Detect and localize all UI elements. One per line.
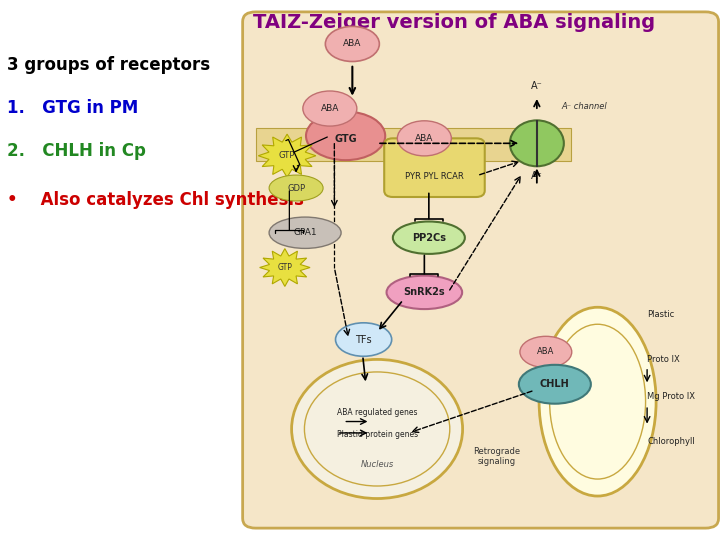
Text: TFs: TFs <box>355 335 372 345</box>
Text: CHLH: CHLH <box>540 379 570 389</box>
FancyBboxPatch shape <box>243 12 719 528</box>
Ellipse shape <box>510 120 564 166</box>
Text: A⁻ channel: A⁻ channel <box>562 102 608 111</box>
Text: A⁻: A⁻ <box>531 171 543 180</box>
Text: 3 groups of receptors: 3 groups of receptors <box>7 56 210 74</box>
Polygon shape <box>258 134 316 177</box>
Text: 2.   CHLH in Cp: 2. CHLH in Cp <box>7 142 146 160</box>
Ellipse shape <box>387 275 462 309</box>
Text: Plastid protein genes: Plastid protein genes <box>336 430 418 439</box>
Ellipse shape <box>539 307 656 496</box>
Text: GTP: GTP <box>279 151 295 160</box>
Text: Plastic: Plastic <box>647 310 675 319</box>
Text: ABA regulated genes: ABA regulated genes <box>337 408 418 417</box>
Text: Nucleus: Nucleus <box>361 460 394 469</box>
Ellipse shape <box>520 336 572 368</box>
Text: SnRK2s: SnRK2s <box>403 287 445 298</box>
Text: PYR PYL RCAR: PYR PYL RCAR <box>405 172 464 181</box>
Polygon shape <box>260 248 310 286</box>
Text: Chlorophyll: Chlorophyll <box>647 437 695 446</box>
Text: Retrograde
signaling: Retrograde signaling <box>473 447 520 466</box>
Ellipse shape <box>519 365 591 404</box>
Text: ABA: ABA <box>415 134 433 143</box>
Text: •    Also catalyzes Chl synthesis: • Also catalyzes Chl synthesis <box>7 191 304 209</box>
Text: GDP: GDP <box>287 184 305 193</box>
Text: TAIZ-Zeiger version of ABA signaling: TAIZ-Zeiger version of ABA signaling <box>253 14 654 32</box>
Text: GPA1: GPA1 <box>293 228 317 237</box>
Ellipse shape <box>306 112 385 160</box>
Ellipse shape <box>269 175 323 201</box>
Text: GTP: GTP <box>277 263 292 272</box>
Text: 1.   GTG in PM: 1. GTG in PM <box>7 99 138 117</box>
Ellipse shape <box>397 121 451 156</box>
Text: ABA: ABA <box>537 347 554 356</box>
Text: GTG: GTG <box>334 134 357 144</box>
Text: ABA: ABA <box>320 104 339 113</box>
Ellipse shape <box>336 323 392 356</box>
Text: PP2Cs: PP2Cs <box>412 233 446 242</box>
Ellipse shape <box>325 26 379 62</box>
Text: A⁻: A⁻ <box>531 81 543 91</box>
Ellipse shape <box>269 217 341 248</box>
Text: Proto IX: Proto IX <box>647 355 680 364</box>
Ellipse shape <box>303 91 357 126</box>
FancyBboxPatch shape <box>384 138 485 197</box>
Ellipse shape <box>292 360 462 498</box>
Text: ABA: ABA <box>343 39 361 49</box>
Ellipse shape <box>393 221 465 254</box>
Text: Mg Proto IX: Mg Proto IX <box>647 392 695 401</box>
Bar <box>256 129 571 161</box>
